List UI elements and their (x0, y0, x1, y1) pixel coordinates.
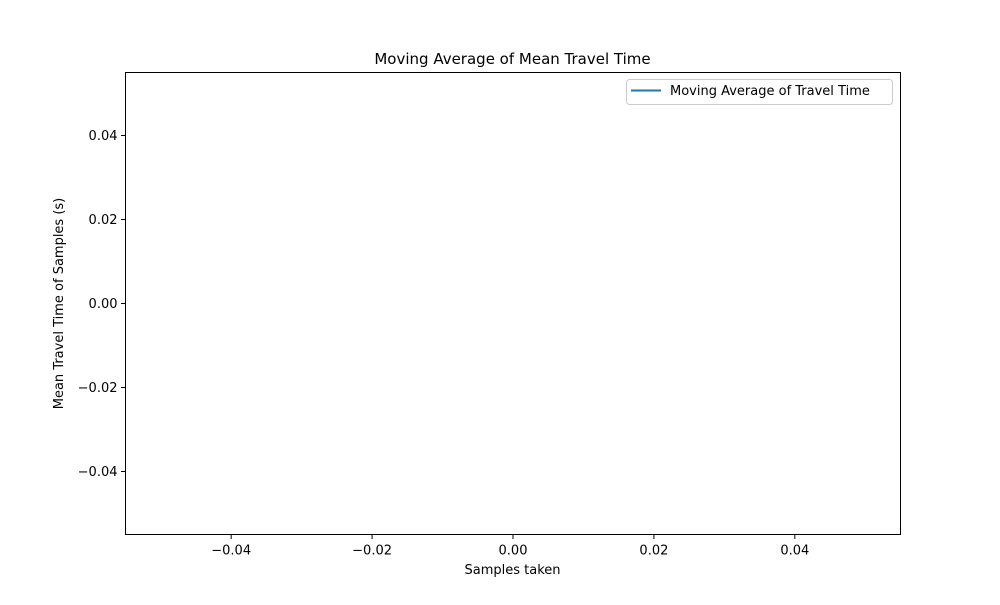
y-tick-label: 0.02 (89, 213, 118, 228)
y-axis-label: Mean Travel Time of Samples (s) (52, 198, 67, 410)
chart-title: Moving Average of Mean Travel Time (374, 50, 650, 68)
x-tick-label: 0.02 (639, 544, 668, 559)
x-axis-label: Samples taken (464, 563, 560, 578)
y-axis-ticks: −0.04 −0.02 0.00 0.02 0.04 (78, 129, 126, 480)
y-tick-label: 0.04 (89, 129, 118, 144)
y-tick-label: −0.02 (78, 381, 118, 396)
legend-label: Moving Average of Travel Time (670, 84, 870, 99)
x-tick-label: 0.00 (499, 544, 528, 559)
legend-frame (626, 79, 893, 105)
x-tick-label: −0.04 (211, 544, 251, 559)
x-tick-label: −0.02 (352, 544, 392, 559)
legend: Moving Average of Travel Time (626, 79, 893, 105)
x-tick-label: 0.04 (780, 544, 809, 559)
y-tick-label: 0.00 (89, 297, 118, 312)
x-axis-ticks: −0.04 −0.02 0.00 0.02 0.04 (211, 534, 809, 559)
y-tick-label: −0.04 (78, 465, 118, 480)
